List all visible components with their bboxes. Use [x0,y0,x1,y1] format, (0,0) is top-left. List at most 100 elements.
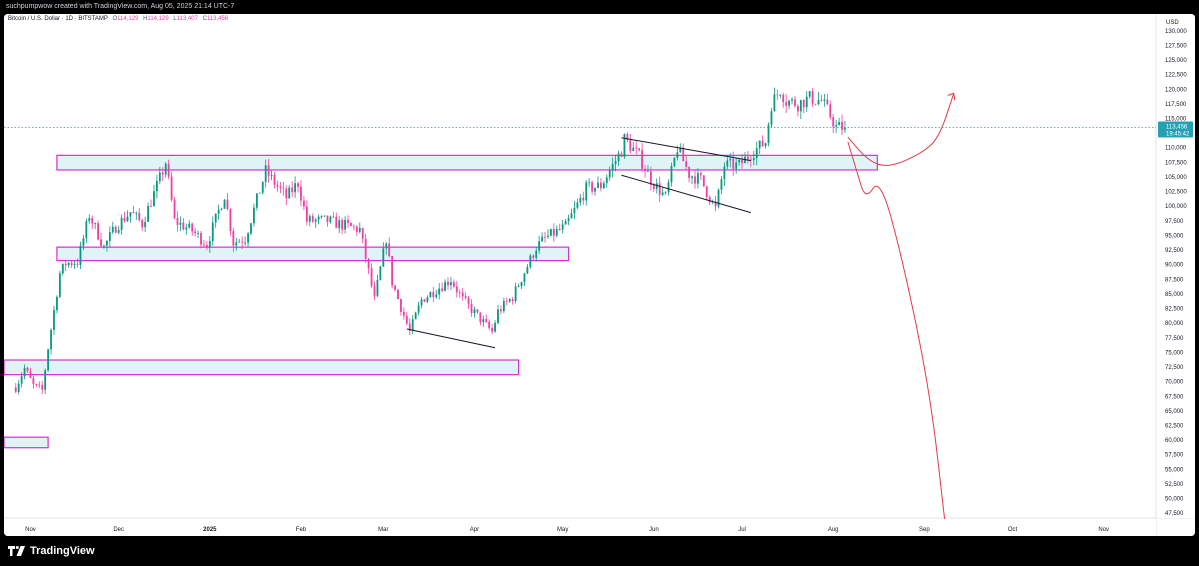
price-tick-label: 82,500 [1165,307,1184,313]
candle-body [470,303,473,313]
candle-body [70,262,73,266]
candle-body [408,323,411,331]
candle-body [705,186,708,198]
candle-body [764,143,767,147]
candle-body [355,226,358,232]
candle-body [529,255,532,267]
price-tick-label: 92,500 [1165,248,1184,254]
candle-body [541,236,544,242]
candle-body [211,222,214,242]
open-label: O [112,16,118,22]
candle-body [114,226,117,233]
close-label: C [202,16,207,22]
candle-body [106,240,108,246]
candle-body [194,231,197,234]
candle-body [717,189,720,207]
close-value: 113,456 [206,16,229,22]
tradingview-logo-icon [8,546,25,556]
tradingview-logo-text: TradingView [30,545,95,557]
candle-body [91,218,94,224]
zone-box [4,359,520,376]
projection-bearish [847,141,946,523]
time-tick-label: Jun [649,527,659,533]
candle-body [776,94,779,96]
candle-body [441,288,444,291]
candle-body [500,309,502,312]
candle-body [220,208,223,210]
candle-body [197,233,199,234]
price-tick-label: 77,500 [1165,336,1184,342]
trendline [621,137,751,162]
candle-body [61,263,64,274]
candle-body [411,319,414,331]
candle-body [170,176,173,200]
candle-body [811,91,814,104]
candle-body [223,199,226,209]
candle-body [435,294,438,298]
price-tick-label: 80,000 [1165,321,1184,327]
candle-body [29,371,32,379]
candle-body [817,100,820,105]
candle-body [423,299,426,302]
price-tick-label: 90,000 [1165,263,1184,269]
candle-body [685,161,688,167]
candle-body [117,229,120,233]
candle-body [203,244,205,246]
candle-body [702,175,705,187]
time-tick-label: Jul [738,527,746,533]
candle-body [523,273,526,283]
candle-body [273,174,276,185]
candle-body [253,207,255,224]
candles [14,87,846,395]
candle-body [185,227,188,230]
candle-body [279,186,282,188]
candle-body [511,299,514,302]
candle-body [141,220,144,228]
candle-body [797,106,799,112]
time-tick-label: Nov [1098,527,1109,533]
candle-body [44,370,47,390]
price-tick-label: 70,000 [1165,380,1184,386]
candle-body [494,322,496,332]
candle-body [599,182,602,189]
candle-body [217,209,220,214]
footer-bar: TradingView [0,536,1199,566]
candle-body [35,384,38,385]
candle-body [255,193,258,208]
candle-body [567,218,570,222]
candle-body [773,94,776,112]
candle-body [447,281,449,286]
candle-body [288,187,291,199]
candle-body [111,226,114,233]
candle-body [247,233,249,243]
candle-body [779,94,782,96]
candle-body [491,328,494,332]
time-tick-label: Nov [25,527,36,533]
candle-body [741,159,743,164]
candle-body [85,221,88,239]
candle-body [126,216,129,222]
candle-body [58,273,61,297]
candle-body [358,228,361,232]
candle-body [591,182,593,192]
candle-body [755,148,758,159]
candle-body [182,222,185,230]
candle-body [214,213,217,223]
candle-body [488,321,491,329]
candle-body [579,197,582,203]
candle-body [514,286,517,302]
candle-body [402,311,405,316]
candle-body [588,182,591,184]
chart-frame[interactable]: USD 130,000 127,500 125,000 122,500 120,000 11… [4,14,1195,536]
candlestick-chart[interactable]: USD 130,000 127,500 125,000 122,500 120,000 11… [4,14,1195,536]
candle-body [708,197,711,203]
candle-body [173,199,176,219]
tradingview-logo[interactable]: TradingView [8,544,95,558]
candle-body [429,292,432,298]
candle-body [841,122,843,130]
attribution-bar: suchpumpwow created with TradingView.com… [0,0,1199,14]
drawings [4,92,1156,523]
candle-body [261,181,264,193]
candle-body [544,236,546,238]
time-tick-label: Feb [296,527,307,533]
